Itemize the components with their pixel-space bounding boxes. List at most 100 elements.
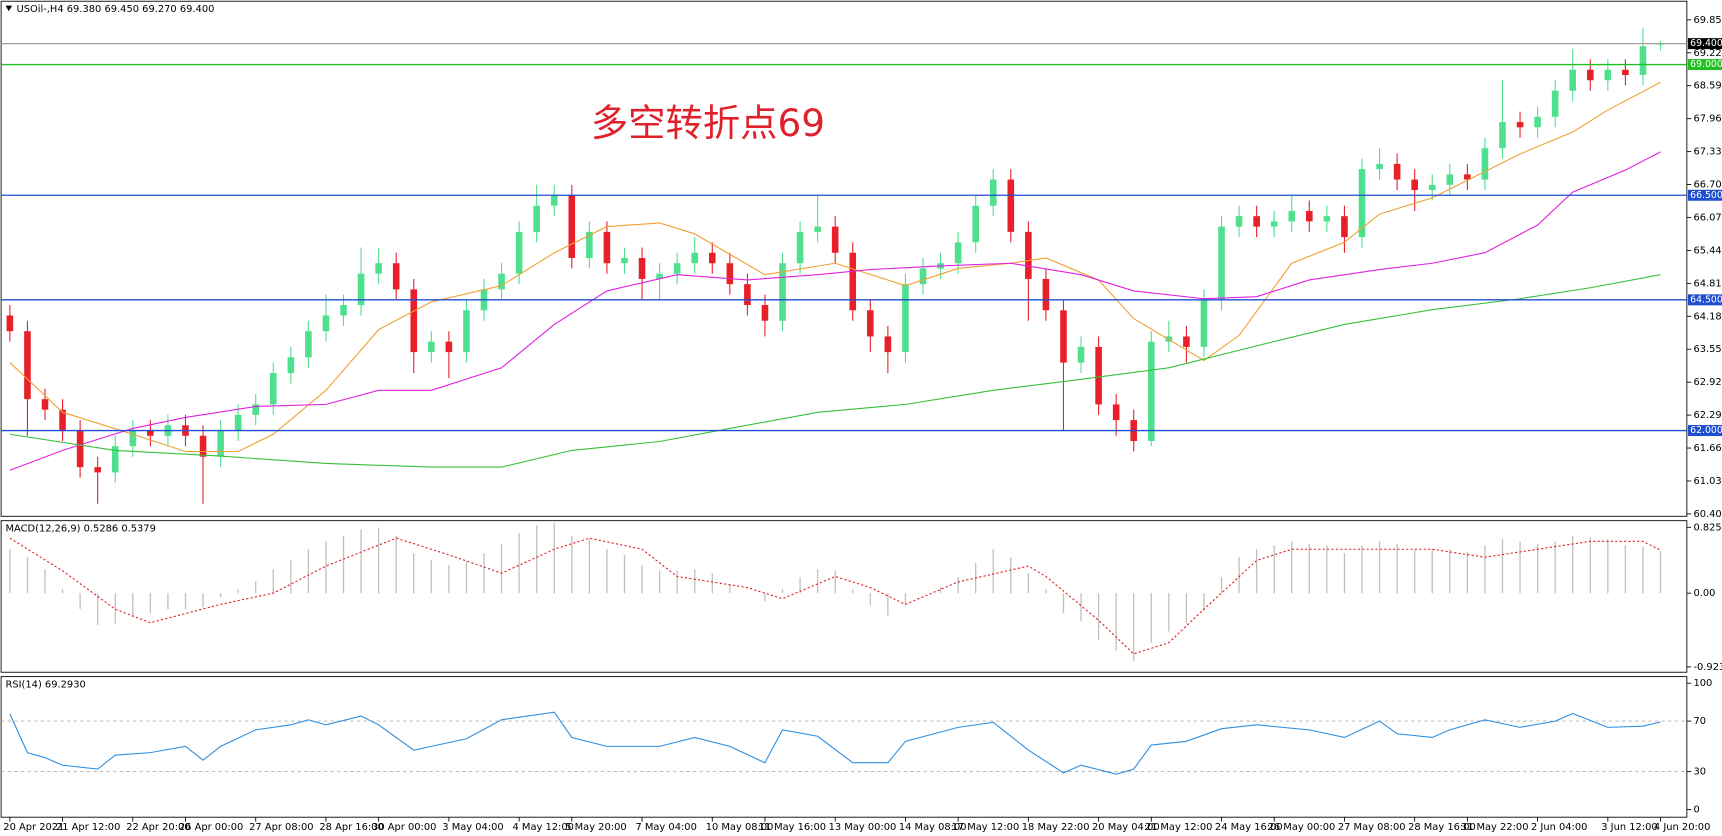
x-tick-label: 10 May 08:00 (706, 822, 774, 833)
level-label-box (1687, 59, 1722, 71)
x-tick-label: 27 May 08:00 (1338, 822, 1406, 833)
x-tick-label: 26 May 00:00 (1268, 822, 1336, 833)
chart-header: USOil-,H4 69.380 69.450 69.270 69.400 (16, 4, 214, 15)
candle-body (989, 179, 997, 206)
candle-body (1569, 69, 1577, 91)
candle-body (902, 284, 909, 353)
candle-body (972, 205, 979, 243)
candle-body (849, 252, 857, 311)
candle-body (234, 414, 242, 431)
candle-body (392, 263, 400, 290)
y-tick-label: 64.185 (1693, 311, 1722, 322)
level-label: 69.000 (1690, 59, 1722, 70)
candle-body (621, 258, 628, 264)
candle-body (199, 435, 207, 457)
candle-body (463, 310, 470, 353)
candle-body (129, 430, 137, 447)
candle-body (76, 430, 84, 468)
level-label: 69.400 (1690, 38, 1722, 49)
candle-body (1218, 226, 1225, 300)
rsi-panel (0, 676, 1688, 818)
candle-body (867, 310, 874, 337)
y-tick-label: -0.9234 (1693, 662, 1722, 673)
candle-body (1042, 278, 1050, 311)
candle-body (322, 315, 330, 332)
y-tick-label: 61.665 (1693, 443, 1722, 454)
candle-body (1604, 69, 1612, 81)
level-label: 62.000 (1690, 425, 1722, 436)
candle-body (673, 263, 681, 274)
candle-body (568, 195, 576, 259)
candle-body (1341, 216, 1348, 238)
y-tick-label: 66.075 (1693, 212, 1722, 223)
candle-body (94, 467, 101, 473)
y-tick-label: 0.00 (1693, 588, 1715, 599)
level-label-box (1687, 294, 1722, 306)
x-tick-label: 14 May 08:00 (899, 822, 967, 833)
candle-body (1499, 122, 1506, 149)
candle-body (1411, 179, 1418, 191)
x-tick-label: 22 Apr 20:00 (126, 822, 190, 833)
candle-body (1428, 184, 1436, 191)
candle-body (111, 446, 119, 473)
candle-body (498, 273, 505, 290)
menu-arrow (5, 5, 13, 12)
candle-body (1112, 404, 1120, 421)
x-tick-label: 7 May 04:00 (635, 822, 696, 833)
candle-body (1077, 346, 1085, 363)
x-tick-label: 18 May 22:00 (1022, 822, 1090, 833)
candle-body (305, 331, 312, 358)
y-tick-label: 65.445 (1693, 245, 1722, 256)
candle-body (726, 263, 734, 285)
candle-body (1235, 216, 1243, 227)
x-tick-label: 21 Apr 12:00 (56, 822, 120, 833)
y-tick-label: 68.595 (1693, 81, 1722, 92)
y-tick-label: 100 (1693, 678, 1712, 689)
x-tick-label: 30 Apr 00:00 (372, 822, 436, 833)
candle-body (1586, 69, 1594, 81)
rsi-title: RSI(14) 69.2930 (5, 679, 85, 690)
candle-body (1551, 90, 1559, 117)
x-tick-label: 2 Jun 04:00 (1531, 822, 1587, 833)
x-tick-label: 28 Apr 16:00 (319, 822, 383, 833)
candle-body (1622, 69, 1629, 76)
x-tick-label: 27 Apr 08:00 (249, 822, 313, 833)
candle-body (59, 409, 66, 431)
x-tick-label: 26 Apr 00:00 (179, 822, 243, 833)
x-tick-label: 3 Jun 12:00 (1601, 822, 1657, 833)
y-tick-label: 63.555 (1693, 344, 1722, 355)
y-tick-label: 64.815 (1693, 278, 1722, 289)
macd-panel (0, 520, 1688, 673)
candle-body (515, 231, 523, 274)
candle-body (1358, 169, 1366, 238)
series-line (9, 81, 1661, 453)
x-tick-label: 20 Apr 2021 (3, 822, 64, 833)
candle-body (550, 195, 558, 206)
main-panel (0, 0, 1688, 517)
candle-body (1060, 310, 1067, 363)
macd-title: MACD(12,26,9) 0.5286 0.5379 (5, 523, 155, 534)
level-label-box (1687, 425, 1722, 437)
candle-body (1516, 122, 1524, 128)
y-tick-label: 66.705 (1693, 180, 1722, 191)
candle-body (954, 242, 962, 264)
candle-body (919, 268, 927, 285)
candle-body (357, 273, 365, 306)
series-line (9, 537, 1661, 655)
level-label-box (1687, 189, 1722, 201)
candle-body (1270, 221, 1278, 227)
series-line (9, 711, 1661, 775)
candle-body (779, 263, 786, 321)
series-line (9, 274, 1661, 468)
candle-body (410, 289, 418, 353)
y-tick-label: 0 (1693, 804, 1699, 815)
candle-body (340, 305, 347, 316)
y-tick-label: 60.405 (1693, 509, 1722, 520)
candle-body (1200, 299, 1208, 347)
candle-body (375, 263, 382, 274)
x-tick-label: 31 May 22:00 (1461, 822, 1529, 833)
candle-body (445, 341, 453, 353)
